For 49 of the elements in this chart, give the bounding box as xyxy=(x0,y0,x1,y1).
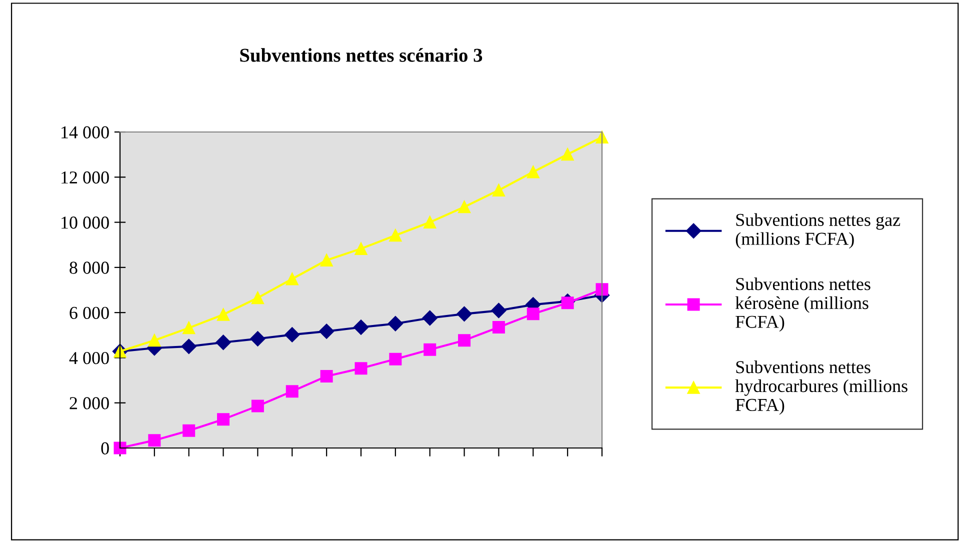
point xyxy=(596,130,608,144)
y-tick-label: 4 000 xyxy=(69,352,109,364)
legend-label: Subventions nettes kérosène (millions FCFA) xyxy=(735,277,870,332)
point xyxy=(217,308,230,321)
point xyxy=(526,166,540,178)
y-tick-label: 14 000 xyxy=(62,126,109,138)
y-tick-label: 6 000 xyxy=(70,306,109,320)
point xyxy=(148,334,161,347)
point xyxy=(561,148,574,161)
point xyxy=(491,302,506,318)
point xyxy=(458,200,471,214)
y-tick-label: 8 000 xyxy=(70,262,109,274)
point xyxy=(181,338,196,354)
point xyxy=(182,322,196,334)
point xyxy=(284,327,300,342)
point xyxy=(492,184,505,196)
point xyxy=(596,283,608,296)
point xyxy=(424,343,436,356)
point xyxy=(458,334,471,347)
point xyxy=(286,272,298,286)
point xyxy=(389,229,402,242)
y-tick-label: 0 xyxy=(101,442,109,454)
legend-label: Subventions nettes hydrocarbures (millions FCFA) xyxy=(735,360,908,415)
point xyxy=(389,352,402,366)
y-tick-label: 10 000 xyxy=(62,216,109,229)
y-tick-label: 2 000 xyxy=(70,397,109,410)
point xyxy=(388,316,403,332)
point xyxy=(319,324,334,339)
point xyxy=(286,385,298,398)
point xyxy=(526,308,540,320)
point xyxy=(217,413,230,426)
point xyxy=(424,216,436,229)
point xyxy=(456,306,472,322)
point xyxy=(492,320,505,334)
legend-label: Subventions nettes gaz (millions FCFA) xyxy=(736,213,900,249)
point xyxy=(182,424,196,437)
chart-title: Subventions nettes scénario 3 xyxy=(240,48,482,62)
y-tick-label: 12 000 xyxy=(62,171,109,184)
point xyxy=(354,242,368,255)
point xyxy=(320,254,333,266)
point xyxy=(250,331,266,346)
point xyxy=(251,292,264,304)
point xyxy=(251,400,264,412)
point xyxy=(353,320,369,335)
point xyxy=(422,310,438,326)
point xyxy=(148,434,161,447)
point xyxy=(354,362,368,375)
point xyxy=(320,370,333,382)
point xyxy=(216,334,231,350)
